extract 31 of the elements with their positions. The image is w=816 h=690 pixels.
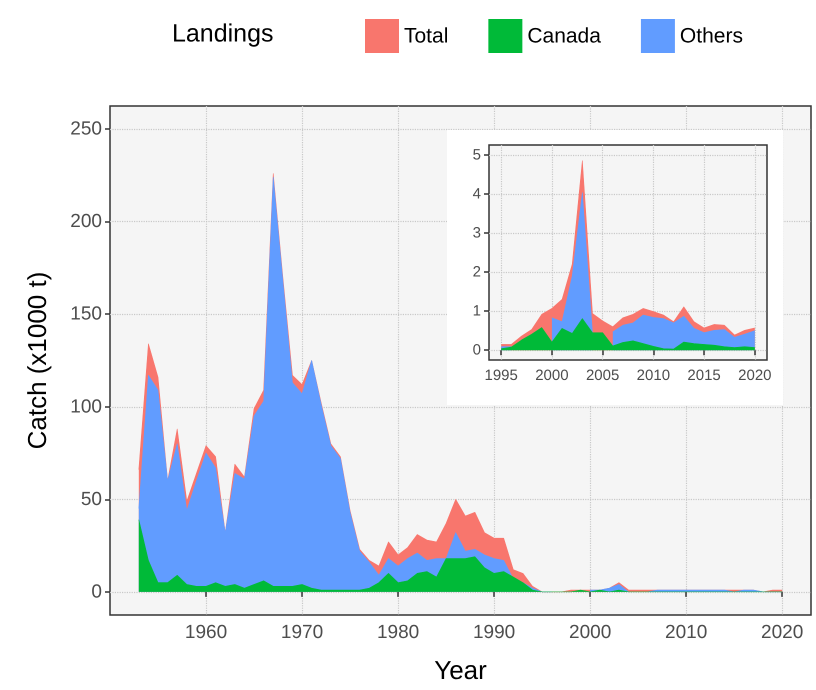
y-tick-label: 0 <box>91 581 102 602</box>
y-tick-label: 100 <box>70 396 102 418</box>
x-tick-label: 2000 <box>535 367 569 384</box>
y-axis-title: Catch (x1000 t) <box>22 272 52 450</box>
x-tick-label: 1995 <box>484 367 518 384</box>
legend-title: Landings <box>172 20 274 48</box>
x-tick-label: 2015 <box>687 367 721 384</box>
y-tick-label: 5 <box>472 146 481 164</box>
legend-label: Canada <box>527 24 602 48</box>
y-tick-label: 0 <box>472 342 481 359</box>
x-tick-label: 1960 <box>184 622 228 643</box>
x-tick-label: 2010 <box>636 367 670 384</box>
x-tick-label: 1970 <box>280 622 324 643</box>
y-tick-label: 150 <box>70 304 102 325</box>
y-tick-label: 50 <box>80 488 102 510</box>
y-tick-label: 2 <box>472 264 481 281</box>
x-tick-label: 1980 <box>376 622 420 643</box>
y-tick-label: 1 <box>472 302 481 320</box>
legend-label: Others <box>680 24 743 48</box>
x-axis-title: Year <box>434 655 488 685</box>
x-tick-label: 2000 <box>568 622 612 643</box>
x-tick-label: 2020 <box>738 367 772 384</box>
legend-label: Total <box>404 24 448 48</box>
x-tick-label: 1990 <box>472 622 516 643</box>
y-tick-label: 4 <box>472 185 481 202</box>
x-tick-label: 2005 <box>586 367 620 384</box>
y-tick-label: 200 <box>70 211 102 232</box>
y-tick-label: 250 <box>70 118 102 140</box>
y-tick-label: 3 <box>472 224 481 242</box>
x-tick-label: 2020 <box>761 622 804 643</box>
x-tick-label: 2010 <box>665 622 708 643</box>
